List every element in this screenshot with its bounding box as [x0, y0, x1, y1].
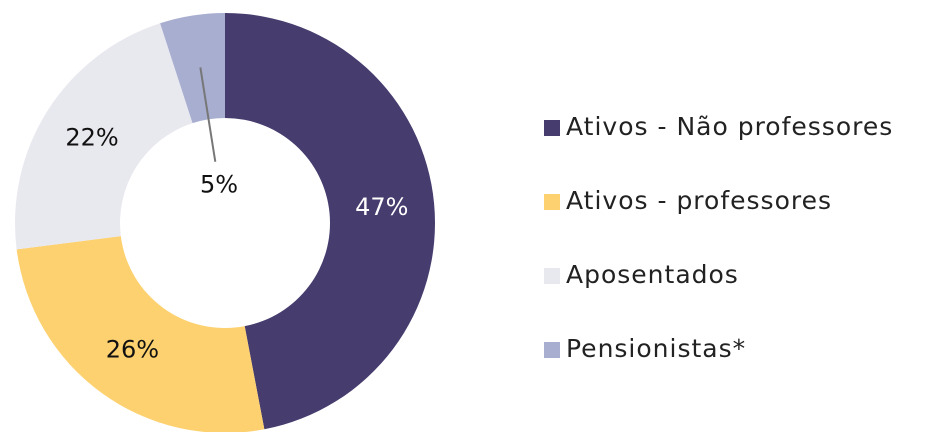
- data-label: 26%: [106, 335, 159, 363]
- leader-line: [199, 67, 217, 162]
- data-label: 22%: [65, 124, 118, 152]
- donut-segment: [160, 13, 225, 124]
- legend-swatch: [544, 342, 560, 358]
- donut-segment: [14, 23, 193, 250]
- donut-segment: [225, 13, 436, 430]
- legend-label: Pensionistas*: [566, 334, 746, 363]
- data-label: 47%: [355, 193, 408, 221]
- legend-label: Ativos - Não professores: [566, 112, 893, 141]
- legend-label: Ativos - professores: [566, 186, 832, 215]
- legend-label: Aposentados: [566, 260, 739, 289]
- legend-swatch: [544, 194, 560, 210]
- data-label: 5%: [200, 170, 238, 198]
- legend-swatch: [544, 120, 560, 136]
- donut-segment: [16, 236, 265, 432]
- legend-swatch: [544, 268, 560, 284]
